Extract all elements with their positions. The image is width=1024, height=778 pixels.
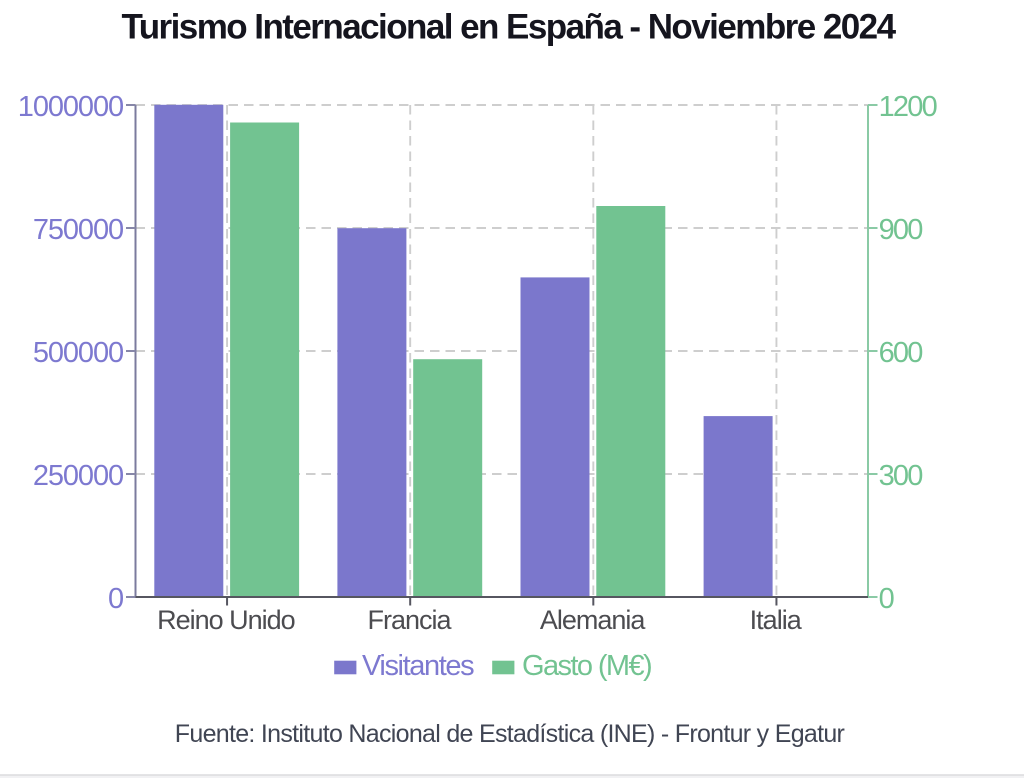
- svg-text:1200: 1200: [879, 91, 937, 123]
- svg-text:900: 900: [879, 214, 923, 246]
- svg-text:Gasto (M€): Gasto (M€): [522, 650, 651, 682]
- svg-text:0: 0: [108, 583, 123, 615]
- svg-text:0: 0: [879, 583, 894, 615]
- svg-text:250000: 250000: [33, 460, 123, 492]
- svg-text:Visitantes: Visitantes: [362, 650, 474, 682]
- svg-text:Fuente: Instituto Nacional de: Fuente: Instituto Nacional de Estadístic…: [175, 720, 845, 748]
- svg-text:1000000: 1000000: [18, 91, 123, 123]
- svg-text:Turismo Internacional en Españ: Turismo Internacional en España - Noviem…: [121, 8, 896, 47]
- svg-text:600: 600: [879, 337, 923, 369]
- svg-text:Italia: Italia: [750, 605, 803, 635]
- svg-text:750000: 750000: [33, 214, 123, 246]
- svg-text:500000: 500000: [33, 337, 123, 369]
- svg-text:Reino Unido: Reino Unido: [157, 605, 295, 635]
- svg-text:Alemania: Alemania: [540, 605, 647, 635]
- svg-text:300: 300: [879, 460, 923, 492]
- svg-text:Francia: Francia: [367, 605, 452, 635]
